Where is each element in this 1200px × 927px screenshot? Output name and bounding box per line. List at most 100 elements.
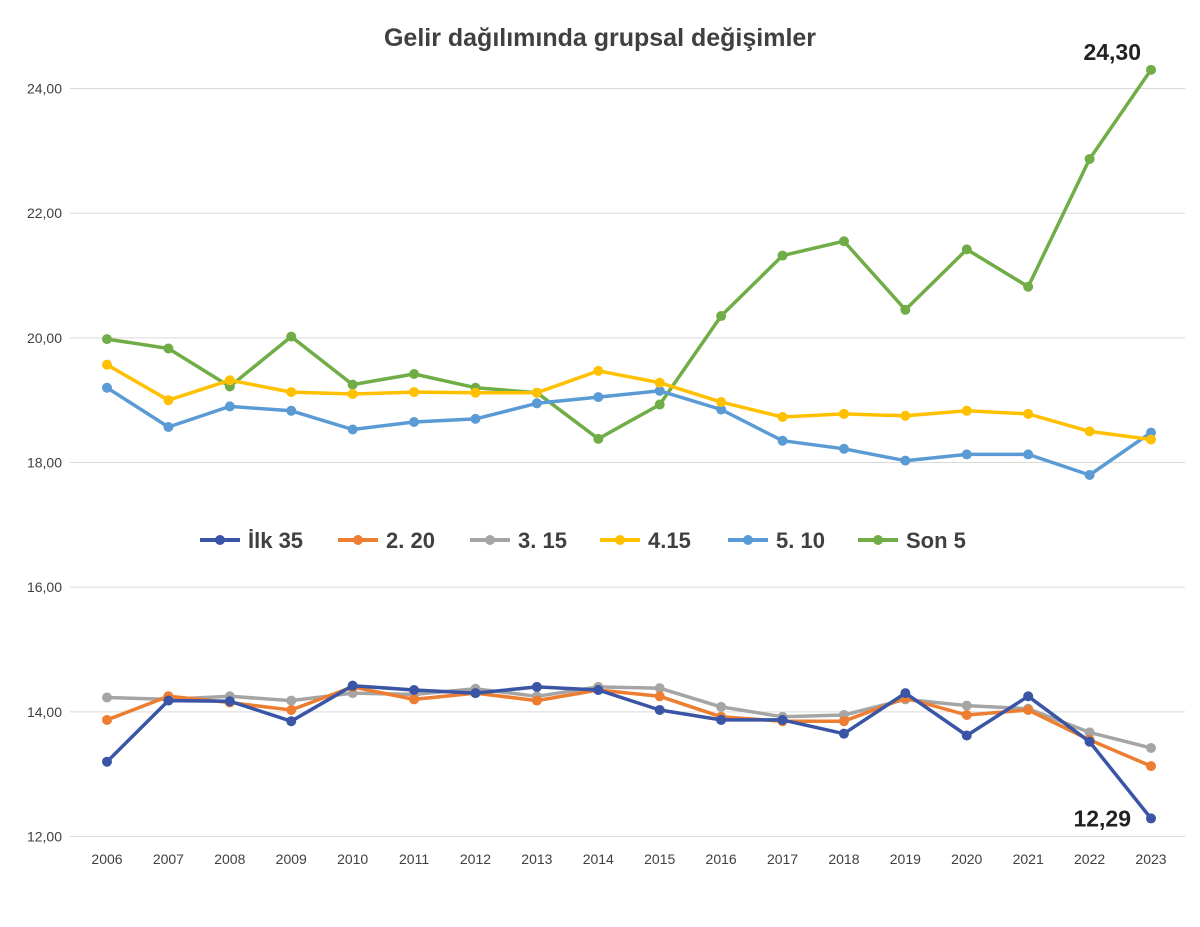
x-tick-label: 2021 <box>1013 851 1044 867</box>
x-tick-label: 2018 <box>828 851 859 867</box>
data-point <box>347 379 358 390</box>
legend-marker <box>743 535 753 545</box>
y-tick-label: 12,00 <box>27 829 62 845</box>
series-i-lk-35 <box>102 680 1156 824</box>
data-point <box>1023 691 1034 702</box>
x-tick-label: 2008 <box>214 851 245 867</box>
series-line <box>105 683 1153 821</box>
chart-title: Gelir dağılımında grupsal değişimler <box>384 24 816 52</box>
data-point <box>838 236 849 247</box>
data-point <box>716 311 727 322</box>
data-point <box>163 395 174 406</box>
data-point <box>654 385 665 396</box>
series-line <box>105 685 1153 768</box>
data-point <box>286 387 297 398</box>
x-tick-label: 2006 <box>91 851 122 867</box>
data-point <box>409 417 420 428</box>
data-point <box>286 331 297 342</box>
data-point <box>163 343 174 354</box>
data-point <box>409 387 420 398</box>
series-line <box>105 685 1153 750</box>
data-point <box>900 688 911 699</box>
data-point <box>102 692 112 703</box>
legend-item: 4.15 <box>600 528 691 553</box>
series-4-15 <box>102 359 1156 445</box>
legend: İlk 35 2. 20 3. 15 4.15 5. 10 Son 5 <box>200 528 966 553</box>
data-point <box>347 680 358 691</box>
data-point <box>716 701 727 712</box>
legend-label: 5. 10 <box>776 528 825 553</box>
legend-marker <box>485 535 495 545</box>
series-3-15 <box>102 681 1156 753</box>
legend-item: Son 5 <box>858 528 966 553</box>
data-point <box>654 683 665 694</box>
legend-marker <box>873 535 883 545</box>
data-point <box>1084 727 1095 738</box>
legend-item: 5. 10 <box>728 528 825 553</box>
data-point <box>409 694 420 705</box>
data-point <box>1084 736 1095 747</box>
data-point <box>102 382 112 393</box>
series-line <box>105 385 1153 477</box>
data-point <box>102 359 112 370</box>
legend-item: 2. 20 <box>338 528 435 553</box>
data-point <box>1146 64 1156 75</box>
y-axis-ticks: 12,00 14,00 16,00 18,00 20,00 22,00 24,00 <box>27 81 62 845</box>
data-point <box>163 421 174 432</box>
legend-label: 2. 20 <box>386 528 435 553</box>
y-tick-label: 20,00 <box>27 330 62 346</box>
data-point <box>1084 153 1095 164</box>
data-point <box>1023 281 1034 292</box>
data-point <box>961 244 972 255</box>
data-point <box>716 714 727 725</box>
legend-item: İlk 35 <box>200 528 303 553</box>
x-tick-label: 2012 <box>460 851 491 867</box>
y-tick-label: 14,00 <box>27 704 62 720</box>
data-point <box>777 250 788 261</box>
data-point <box>286 704 297 715</box>
y-tick-label: 16,00 <box>27 579 62 595</box>
x-tick-label: 2015 <box>644 851 675 867</box>
data-point <box>900 455 911 466</box>
data-point <box>716 404 727 415</box>
y-tick-label: 18,00 <box>27 455 62 471</box>
data-point <box>777 714 788 725</box>
data-point <box>838 408 849 419</box>
data-point <box>531 695 542 706</box>
data-point <box>1146 813 1156 824</box>
legend-label: 3. 15 <box>518 528 567 553</box>
x-tick-label: 2014 <box>583 851 614 867</box>
data-point <box>961 449 972 460</box>
x-tick-label: 2022 <box>1074 851 1105 867</box>
data-point <box>838 716 849 727</box>
data-point <box>1023 449 1034 460</box>
data-point <box>470 413 481 424</box>
data-point <box>593 433 604 444</box>
data-point <box>470 688 481 699</box>
data-point <box>286 695 297 706</box>
x-tick-label: 2013 <box>521 851 552 867</box>
data-point <box>961 730 972 741</box>
data-point <box>102 334 112 345</box>
data-point <box>654 704 665 715</box>
data-label: 24,30 <box>1083 39 1141 65</box>
data-point <box>961 405 972 416</box>
data-point <box>1146 761 1156 772</box>
data-point <box>224 401 235 412</box>
data-point <box>1084 426 1095 437</box>
legend-marker <box>353 535 363 545</box>
data-point <box>961 700 972 711</box>
annotations: 24,30 12,29 <box>1073 39 1141 832</box>
data-point <box>593 392 604 403</box>
x-tick-label: 2007 <box>153 851 184 867</box>
x-tick-label: 2016 <box>706 851 737 867</box>
data-point <box>716 397 727 408</box>
x-tick-label: 2017 <box>767 851 798 867</box>
legend-label: 4.15 <box>648 528 691 553</box>
data-point <box>838 443 849 454</box>
data-point <box>470 387 481 398</box>
data-point <box>654 691 665 702</box>
x-tick-label: 2009 <box>276 851 307 867</box>
